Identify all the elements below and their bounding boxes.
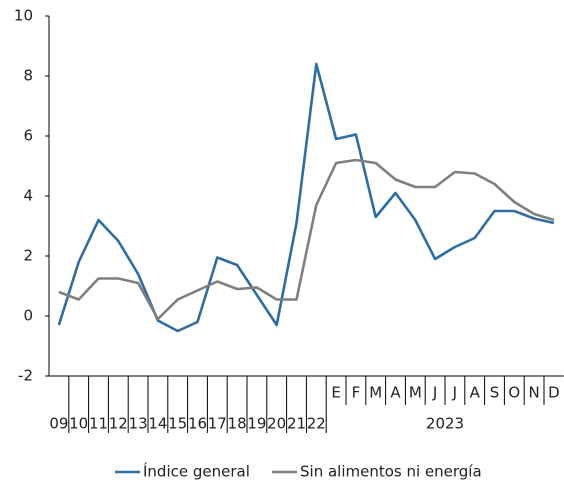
- x-tick-label: A: [390, 384, 401, 402]
- x-tick-label: 18: [228, 415, 247, 433]
- x-tick-label: M: [409, 384, 422, 402]
- x-tick-label: 17: [208, 415, 227, 433]
- x-tick-label: E: [331, 384, 340, 402]
- x-tick-label: J: [432, 384, 437, 402]
- y-tick-label: 0: [23, 307, 33, 325]
- x-tick-label: 16: [188, 415, 207, 433]
- x-tick-label: N: [528, 384, 539, 402]
- line-series: [57, 62, 555, 333]
- y-tick-label: 8: [23, 67, 33, 85]
- y-tick-label: -2: [18, 367, 33, 385]
- y-tick-label: 4: [23, 187, 33, 205]
- x-tick-label: 12: [109, 415, 128, 433]
- line-series: [58, 158, 555, 321]
- y-tick-label: 2: [23, 247, 33, 265]
- year-label: 2023: [426, 415, 464, 433]
- x-tick-label: 14: [148, 415, 167, 433]
- x-tick-label: 13: [129, 415, 148, 433]
- x-tick-label: S: [490, 384, 500, 402]
- x-tick-label: 09: [49, 415, 68, 433]
- x-tick-label: O: [508, 384, 520, 402]
- x-tick-label: 19: [247, 415, 266, 433]
- x-tick-label: M: [369, 384, 382, 402]
- legend-label: Sin alimentos ni energía: [300, 463, 482, 481]
- x-tick-label: D: [548, 384, 560, 402]
- x-tick-label: J: [452, 384, 457, 402]
- x-tick-label: 15: [168, 415, 187, 433]
- x-tick-label: 20: [267, 415, 286, 433]
- y-tick-label: 6: [23, 127, 33, 145]
- x-tick-label: 11: [89, 415, 108, 433]
- x-tick-label: 22: [307, 415, 326, 433]
- x-tick-label: 21: [287, 415, 306, 433]
- x-tick-label: A: [470, 384, 481, 402]
- x-tick-label: 10: [69, 415, 88, 433]
- x-tick-label: F: [352, 384, 361, 402]
- y-tick-label: 10: [14, 7, 33, 25]
- legend-label: Índice general: [143, 462, 250, 481]
